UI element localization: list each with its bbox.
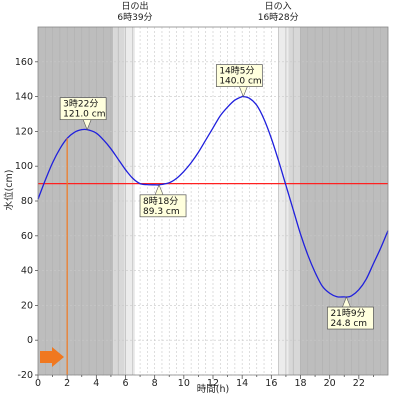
callout-time: 21時9分 xyxy=(330,308,365,319)
twilight-band-dawn-inner xyxy=(124,27,135,375)
callout-box xyxy=(215,64,263,87)
x-axis-label: 時間(h) xyxy=(197,384,229,395)
x-tick-label: 12 xyxy=(207,378,219,389)
callout-time: 14時5分 xyxy=(219,66,254,77)
y-tick-label: 120 xyxy=(15,126,33,137)
y-tick-label: 0 xyxy=(27,335,33,346)
y-tick-label: 100 xyxy=(15,161,33,172)
x-tick-label: 4 xyxy=(93,378,99,389)
callout-value: 24.8 cm xyxy=(330,319,367,329)
sunset-label: 日の入 xyxy=(265,1,292,12)
callout-value: 121.0 cm xyxy=(63,110,105,120)
x-tick-label: 22 xyxy=(353,378,365,389)
x-tick-label: 8 xyxy=(152,378,158,389)
marker-layer xyxy=(40,138,68,375)
x-tick-label: 0 xyxy=(35,378,41,389)
sunset-time: 16時28分 xyxy=(258,12,299,23)
x-tick-label: 2 xyxy=(64,378,70,389)
y-tick-label: 140 xyxy=(15,92,33,103)
y-tick-label: -20 xyxy=(17,370,33,381)
y-axis-label: 水位(cm) xyxy=(3,170,15,211)
x-tick-label: 18 xyxy=(294,378,306,389)
callout-box xyxy=(327,306,374,330)
sunrise-label: 日の出 xyxy=(121,0,148,12)
x-tick-label: 14 xyxy=(236,378,248,389)
y-tick-label: 40 xyxy=(21,266,33,277)
tide-level-line xyxy=(37,95,389,298)
series-layer xyxy=(37,95,389,298)
callout-value: 89.3 cm xyxy=(143,207,180,217)
callout-box xyxy=(139,194,187,218)
callout-value: 140.0 cm xyxy=(219,77,261,87)
y-tick-label: 60 xyxy=(21,231,33,242)
x-tick-label: 20 xyxy=(324,378,336,389)
axis-layer: 0 2 4 6 8 10 12 14 16 18 20 22-20020406080100120140… xyxy=(15,26,389,389)
sunrise-time: 6時39分 xyxy=(117,12,152,23)
x-tick-label: 10 xyxy=(178,378,190,389)
x-tick-label: 6 xyxy=(122,378,128,389)
x-tick-label: 16 xyxy=(265,378,277,389)
current-time-arrow-icon xyxy=(40,347,64,367)
y-tick-label: 20 xyxy=(21,300,33,311)
y-tick-label: 160 xyxy=(15,57,33,68)
y-tick-label: 80 xyxy=(21,196,33,207)
callout-box xyxy=(59,97,107,121)
callout-time: 8時18分 xyxy=(143,196,178,207)
callout-time: 3時22分 xyxy=(63,99,98,110)
